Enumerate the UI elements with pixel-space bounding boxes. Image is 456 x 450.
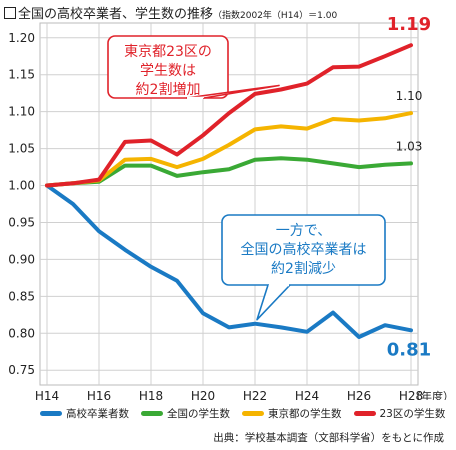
y-tick-label: 0.85 (8, 289, 35, 303)
legend: 高校卒業者数 全国の学生数 東京都の学生数 23区の学生数 (40, 404, 450, 422)
callout-text: 東京都23区の (124, 44, 212, 60)
x-tick-label: H16 (87, 389, 111, 400)
x-tick-label: H20 (191, 389, 215, 400)
y-tick-label: 0.90 (8, 252, 35, 266)
y-tick-label: 1.20 (8, 31, 35, 45)
x-axis-unit: （年度） (410, 389, 454, 400)
legend-label: 東京都の学生数 (268, 407, 342, 420)
callout-text: 一方で、 (276, 223, 331, 239)
x-tick-label: H28 (399, 389, 423, 400)
end-value-label: 0.81 (387, 339, 431, 360)
series-line (45, 111, 413, 188)
title-box-icon (4, 7, 16, 19)
chart-title-sub: （指数2002年（H14）＝1.00 (213, 11, 338, 21)
legend-label: 全国の学生数 (167, 407, 230, 420)
callout-text: 学生数は (140, 63, 196, 79)
source-note: 出典：学校基本調査（文部科学省）をもとに作成 (213, 432, 444, 444)
y-tick-label: 1.05 (8, 142, 35, 156)
x-tick-label: H22 (243, 389, 267, 400)
legend-swatch (242, 410, 264, 416)
series-line (45, 43, 413, 188)
callout-pointer (185, 84, 280, 99)
plot-frame (39, 22, 419, 386)
legend-item: 23区の学生数 (353, 406, 446, 421)
legend-swatch (141, 410, 163, 416)
legend-item: 全国の学生数 (141, 406, 230, 421)
y-axis-ticks: 1.20 1.15 1.10 1.05 1.00 0.95 0.90 0.85 0.80 0.75 (8, 31, 35, 377)
y-tick-label: 1.15 (8, 68, 35, 82)
legend-swatch (40, 410, 62, 416)
end-value-label: 1.10 (396, 89, 423, 103)
y-tick-label: 0.95 (8, 215, 35, 229)
callout-frame (221, 214, 386, 286)
x-tick-label: H14 (35, 389, 59, 400)
end-value-label: 1.19 (387, 14, 431, 35)
y-tick-label: 1.10 (8, 105, 35, 119)
x-tick-label: H18 (139, 389, 163, 400)
y-tick-label: 0.75 (8, 363, 35, 377)
line-chart: 1.20 1.15 1.10 1.05 1.00 0.95 0.90 0.85 0.80 0.75… (8, 14, 454, 400)
x-axis-ticks: H14 H16 H18 H20 H22 H24 H26 H28（年度） (35, 389, 454, 400)
callout-text: 約2割増加 (136, 81, 201, 98)
callout-text: 全国の高校卒業者は (241, 241, 367, 258)
x-tick-label: H26 (347, 389, 371, 400)
end-value-label: 1.03 (396, 139, 423, 153)
callout-frame (107, 35, 229, 99)
series-line (45, 156, 413, 188)
series-lines (45, 43, 413, 339)
legend-item: 高校卒業者数 (40, 406, 129, 421)
end-labels: 0.81 1.03 1.10 1.19 (387, 14, 431, 360)
callout-pointer (256, 284, 291, 321)
series-line (45, 183, 413, 339)
y-tick-label: 1.00 (8, 179, 35, 193)
chart-title: 全国の高校卒業者、学生数の推移（指数2002年（H14）＝1.00 (4, 3, 337, 22)
legend-label: 23区の学生数 (379, 407, 446, 420)
callout-text: 約2割減少 (271, 260, 336, 277)
x-tick-label: H24 (295, 389, 319, 400)
y-tick-label: 0.80 (8, 326, 35, 340)
legend-swatch (353, 410, 376, 416)
gridlines (39, 22, 419, 386)
legend-item: 東京都の学生数 (242, 406, 342, 421)
legend-label: 高校卒業者数 (66, 407, 129, 420)
chart-title-main: 全国の高校卒業者、学生数の推移 (18, 7, 214, 22)
